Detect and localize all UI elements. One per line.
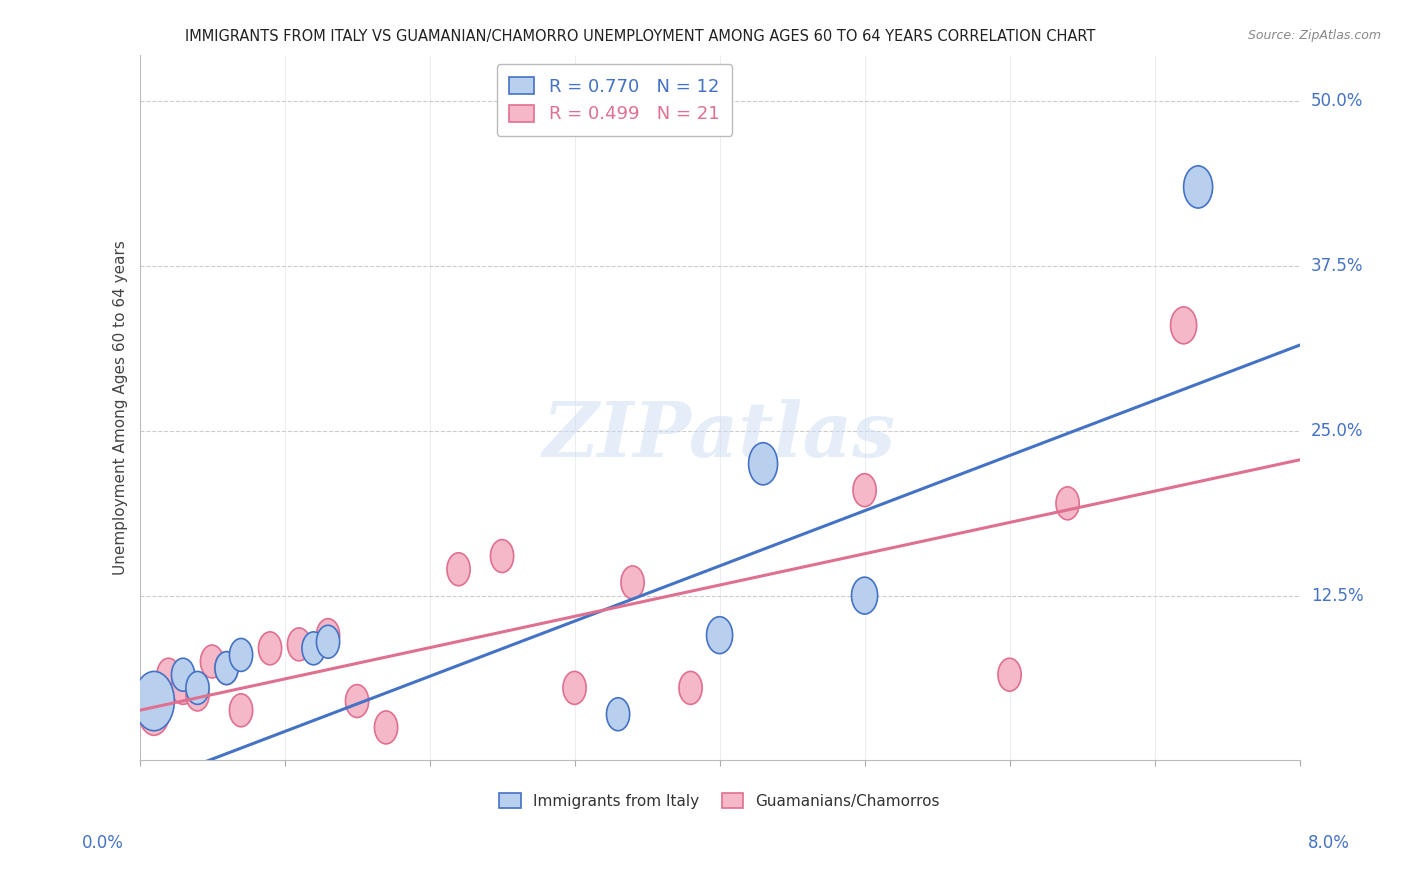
Text: 37.5%: 37.5% xyxy=(1310,257,1364,275)
Ellipse shape xyxy=(491,540,513,573)
Ellipse shape xyxy=(157,658,180,691)
Ellipse shape xyxy=(186,678,209,711)
Ellipse shape xyxy=(679,672,702,705)
Ellipse shape xyxy=(287,628,311,661)
Ellipse shape xyxy=(748,442,778,485)
Ellipse shape xyxy=(172,672,194,705)
Ellipse shape xyxy=(562,672,586,705)
Ellipse shape xyxy=(707,616,733,654)
Ellipse shape xyxy=(172,658,194,691)
Text: 8.0%: 8.0% xyxy=(1308,834,1350,852)
Ellipse shape xyxy=(606,698,630,731)
Text: 25.0%: 25.0% xyxy=(1310,422,1364,440)
Ellipse shape xyxy=(621,566,644,599)
Ellipse shape xyxy=(852,577,877,614)
Legend: Immigrants from Italy, Guamanians/Chamorros: Immigrants from Italy, Guamanians/Chamor… xyxy=(492,786,948,816)
Text: 12.5%: 12.5% xyxy=(1310,587,1364,605)
Ellipse shape xyxy=(302,632,325,665)
Text: ZIPatlas: ZIPatlas xyxy=(543,399,896,473)
Text: Source: ZipAtlas.com: Source: ZipAtlas.com xyxy=(1249,29,1381,42)
Text: IMMIGRANTS FROM ITALY VS GUAMANIAN/CHAMORRO UNEMPLOYMENT AMONG AGES 60 TO 64 YEA: IMMIGRANTS FROM ITALY VS GUAMANIAN/CHAMO… xyxy=(184,29,1095,44)
Ellipse shape xyxy=(186,672,209,705)
Ellipse shape xyxy=(853,474,876,507)
Text: 0.0%: 0.0% xyxy=(82,834,124,852)
Ellipse shape xyxy=(215,652,238,684)
Ellipse shape xyxy=(229,639,253,672)
Ellipse shape xyxy=(1056,487,1080,520)
Ellipse shape xyxy=(316,625,340,658)
Ellipse shape xyxy=(229,694,253,727)
Ellipse shape xyxy=(1171,307,1197,343)
Ellipse shape xyxy=(346,684,368,717)
Ellipse shape xyxy=(138,685,170,735)
Y-axis label: Unemployment Among Ages 60 to 64 years: Unemployment Among Ages 60 to 64 years xyxy=(114,240,128,575)
Ellipse shape xyxy=(316,619,340,652)
Ellipse shape xyxy=(998,658,1021,691)
Ellipse shape xyxy=(201,645,224,678)
Text: 50.0%: 50.0% xyxy=(1310,92,1362,111)
Ellipse shape xyxy=(134,672,174,731)
Ellipse shape xyxy=(1184,166,1212,208)
Ellipse shape xyxy=(259,632,281,665)
Ellipse shape xyxy=(215,652,238,684)
Ellipse shape xyxy=(374,711,398,744)
Ellipse shape xyxy=(447,553,470,586)
